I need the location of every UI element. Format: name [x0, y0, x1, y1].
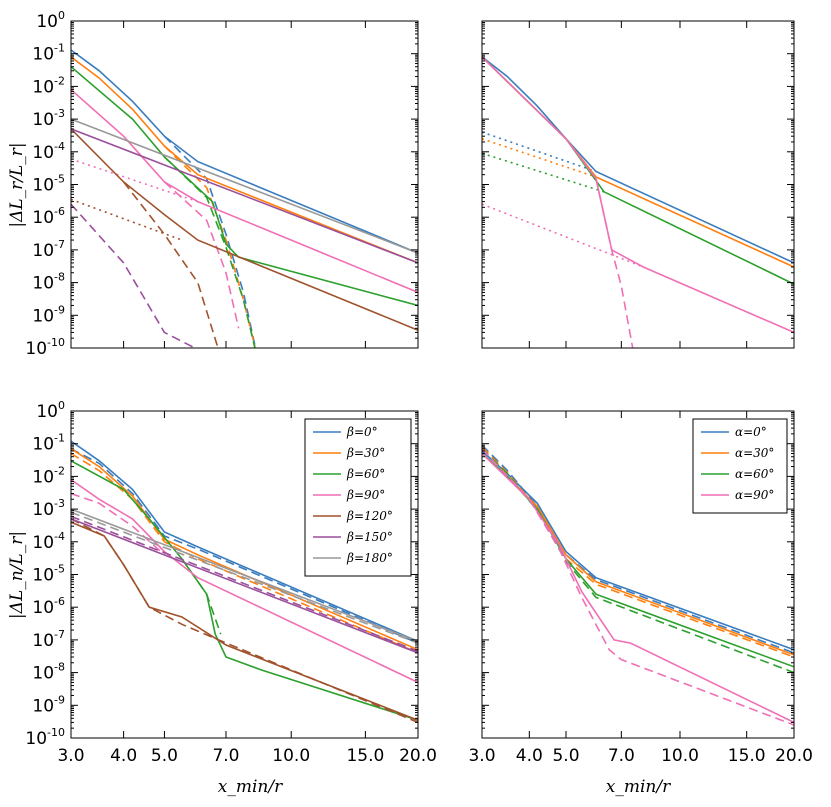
chart-bottom-right: 3.0 4.0 5.0 7.0 10.0 15.0 20.0α=0°α=30°α=60°α=…: [468, 410, 813, 766]
series-line: [122, 181, 219, 348]
y-tick-label: 10-3: [32, 497, 65, 520]
y-tick-label: 10-7: [32, 628, 65, 651]
y-tick-label: 10-9: [32, 303, 65, 326]
series-group: [482, 444, 794, 726]
x-tick-label: 20.0: [399, 746, 437, 766]
ylabel-bottom: |ΔL_n/L_r|: [7, 531, 27, 619]
legend-label: β=120°: [346, 509, 393, 523]
series-line: [71, 452, 418, 654]
x-tick-label: 3.0: [468, 746, 495, 766]
series-line: [71, 521, 418, 721]
series-line: [482, 138, 597, 178]
y-tick-label: 10-7: [32, 238, 65, 261]
chart-bottom-left: 100 10-1 10-2 10-3 10-4 10-5 10-6 10-7 10-8 10-9 1…: [25, 399, 437, 766]
y-tick-label: 10-5: [32, 173, 65, 196]
y-tick-label: 10-1: [32, 432, 65, 455]
series-line: [71, 49, 418, 254]
series-line: [71, 440, 418, 643]
series-line: [482, 131, 597, 173]
xlabel-left: x_min/r: [218, 777, 283, 797]
x-tick-label: 10.0: [272, 746, 310, 766]
x-tick-label: 5.0: [151, 746, 178, 766]
series-line: [163, 135, 256, 346]
x-tick-label: 15.0: [728, 746, 766, 766]
series-line: [71, 203, 197, 348]
series-line: [482, 56, 794, 264]
series-line: [71, 448, 418, 644]
legend-label: β=90°: [346, 488, 385, 502]
legend-label: α=30°: [735, 446, 774, 460]
y-tick-label: 10-9: [32, 693, 65, 716]
legend-label: β=150°: [346, 530, 393, 544]
series-line: [71, 128, 418, 331]
series-line: [71, 56, 418, 264]
y-tick-label: 100: [36, 9, 65, 32]
legend: α=0° α=30° α=60° α=90°: [692, 418, 788, 514]
series-line: [71, 158, 199, 203]
legend-label: β=0°: [346, 425, 378, 439]
series-line: [482, 203, 644, 268]
series-line: [71, 508, 418, 643]
legend-label: α=0°: [735, 425, 767, 439]
x-tick-label: 5.0: [552, 746, 579, 766]
series-line: [482, 444, 794, 654]
series-line: [163, 156, 256, 348]
legend-box: [692, 418, 788, 514]
series-line: [71, 492, 165, 556]
y-tick-label: 10-1: [32, 42, 65, 65]
legend-label: β=30°: [346, 446, 385, 460]
x-tick-label: 7.0: [608, 746, 635, 766]
x-tick-label: 20.0: [775, 746, 813, 766]
ylabel-top: |ΔL_r/L_r|: [7, 142, 27, 227]
x-tick-label: 15.0: [346, 746, 384, 766]
legend-label: β=180°: [346, 551, 393, 565]
series-group: [482, 56, 794, 348]
chart-top-left: 100 10-1 10-2 10-3 10-4 10-5 10-6 10-7 10-8 10-9 1…: [25, 9, 419, 359]
legend-label: α=60°: [735, 467, 774, 481]
x-tick-label: 7.0: [212, 746, 239, 766]
y-tick-label: 10-2: [32, 74, 65, 97]
series-line: [71, 511, 418, 644]
y-tick-label: 10-4: [32, 140, 65, 163]
series-line: [482, 152, 605, 193]
series-group: [71, 49, 418, 348]
y-tick-label: 10-6: [32, 205, 65, 228]
legend-label: β=60°: [346, 467, 385, 481]
legend: β=0° β=30° β=60° β=90° β=120° β=150° β=180°: [304, 418, 412, 577]
xlabel-right: x_min/r: [606, 777, 671, 797]
series-group: [71, 440, 418, 724]
series-line: [595, 178, 634, 348]
y-tick-label: 10-2: [32, 464, 65, 487]
series-line: [482, 448, 794, 726]
series-line: [482, 452, 794, 724]
plot-frame: [481, 20, 795, 349]
series-line: [71, 518, 418, 654]
series-line: [482, 56, 794, 268]
series-line: [163, 181, 240, 329]
series-line: [71, 515, 418, 652]
legend-box: [304, 418, 412, 577]
x-tick-label: 3.0: [57, 746, 84, 766]
x-tick-label: 4.0: [516, 746, 543, 766]
y-tick-label: 100: [36, 399, 65, 422]
series-line: [181, 558, 222, 635]
x-tick-label: 10.0: [661, 746, 699, 766]
y-tick-label: 10-6: [32, 595, 65, 618]
series-line: [71, 128, 418, 264]
y-tick-label: 10-8: [32, 661, 65, 684]
y-tick-label: 10-8: [32, 271, 65, 294]
legend-label: α=90°: [735, 488, 774, 502]
series-line: [71, 198, 183, 241]
x-tick-label: 4.0: [110, 746, 137, 766]
y-tick-label: 10-10: [25, 336, 65, 359]
series-line: [71, 478, 418, 684]
series-line: [163, 145, 256, 347]
y-tick-label: 10-3: [32, 107, 65, 130]
series-line: [482, 56, 794, 285]
y-tick-label: 10-5: [32, 563, 65, 586]
y-tick-label: 10-4: [32, 530, 65, 553]
series-line: [71, 118, 418, 254]
chart-top-right: [481, 20, 795, 349]
